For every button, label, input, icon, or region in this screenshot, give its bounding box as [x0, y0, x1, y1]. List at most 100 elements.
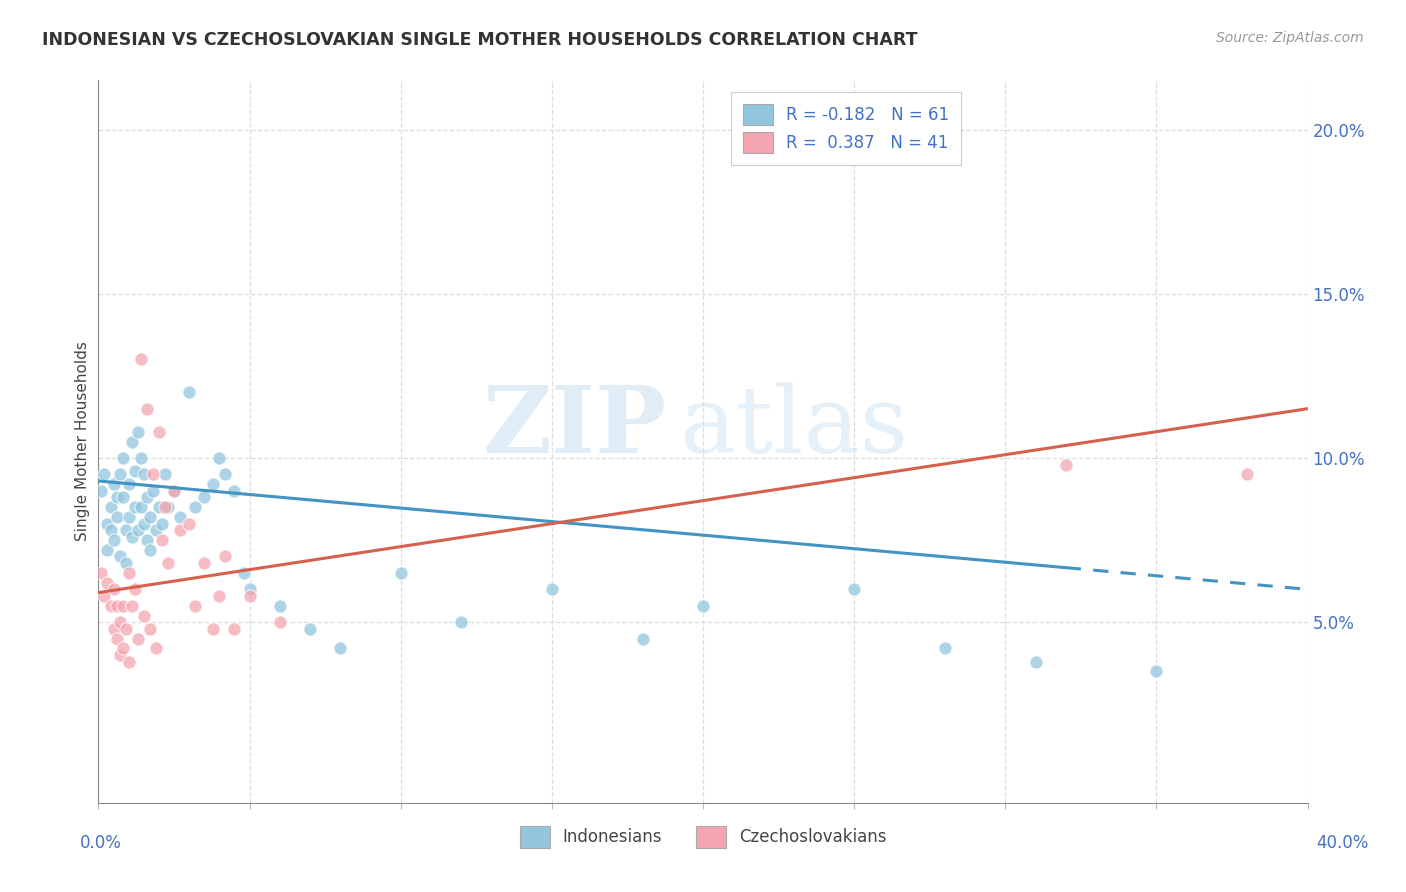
Point: [118, 655, 141, 669]
Text: atlas: atlas: [679, 382, 908, 472]
Text: INDONESIAN VS CZECHOSLOVAKIAN SINGLE MOTHER HOUSEHOLDS CORRELATION CHART: INDONESIAN VS CZECHOSLOVAKIAN SINGLE MOT…: [42, 31, 918, 49]
Point: [193, 556, 215, 570]
Point: [163, 483, 186, 498]
Point: [184, 500, 207, 515]
Point: [108, 467, 131, 482]
Point: [142, 467, 165, 482]
Point: [150, 533, 173, 547]
Point: [121, 530, 143, 544]
Point: [132, 467, 155, 482]
Point: [179, 385, 201, 400]
Point: [135, 491, 157, 505]
Point: [150, 516, 173, 531]
Point: [202, 477, 225, 491]
Point: [105, 599, 128, 613]
Point: [1024, 655, 1046, 669]
Point: [135, 533, 157, 547]
Point: [127, 632, 149, 646]
Point: [156, 556, 179, 570]
Point: [111, 491, 134, 505]
Point: [105, 632, 128, 646]
Point: [105, 491, 128, 505]
Point: [96, 575, 118, 590]
Point: [121, 434, 143, 449]
Point: [239, 589, 262, 603]
Point: [169, 510, 191, 524]
Point: [118, 566, 141, 580]
Point: [100, 599, 122, 613]
Point: [114, 523, 136, 537]
Point: [93, 467, 115, 482]
Point: [184, 599, 207, 613]
Point: [329, 641, 352, 656]
Text: Source: ZipAtlas.com: Source: ZipAtlas.com: [1216, 31, 1364, 45]
Text: 40.0%: 40.0%: [1316, 834, 1369, 852]
Point: [224, 483, 246, 498]
Point: [193, 491, 215, 505]
Point: [100, 523, 122, 537]
Legend: Indonesians, Czechoslovakians: Indonesians, Czechoslovakians: [512, 818, 894, 856]
Point: [90, 483, 112, 498]
Point: [124, 464, 146, 478]
Point: [129, 500, 152, 515]
Point: [269, 615, 291, 630]
Point: [108, 615, 131, 630]
Text: 0.0%: 0.0%: [80, 834, 122, 852]
Point: [214, 549, 236, 564]
Point: [692, 599, 714, 613]
Point: [135, 401, 157, 416]
Point: [114, 622, 136, 636]
Point: [208, 589, 231, 603]
Point: [450, 615, 472, 630]
Point: [169, 523, 191, 537]
Point: [214, 467, 236, 482]
Point: [163, 483, 186, 498]
Point: [118, 510, 141, 524]
Point: [148, 425, 170, 439]
Point: [103, 622, 125, 636]
Point: [142, 483, 165, 498]
Point: [153, 467, 176, 482]
Point: [139, 542, 162, 557]
Point: [127, 523, 149, 537]
Point: [124, 500, 146, 515]
Point: [1144, 665, 1167, 679]
Point: [90, 566, 112, 580]
Point: [224, 622, 246, 636]
Point: [934, 641, 956, 656]
Point: [111, 641, 134, 656]
Point: [103, 477, 125, 491]
Point: [105, 510, 128, 524]
Point: [124, 582, 146, 597]
Point: [148, 500, 170, 515]
Point: [269, 599, 291, 613]
Point: [179, 516, 201, 531]
Point: [111, 599, 134, 613]
Point: [299, 622, 322, 636]
Point: [156, 500, 179, 515]
Point: [96, 516, 118, 531]
Point: [108, 648, 131, 662]
Point: [1236, 467, 1258, 482]
Point: [145, 641, 167, 656]
Point: [129, 450, 152, 465]
Point: [139, 510, 162, 524]
Y-axis label: Single Mother Households: Single Mother Households: [75, 342, 90, 541]
Point: [111, 450, 134, 465]
Point: [132, 516, 155, 531]
Point: [93, 589, 115, 603]
Point: [108, 549, 131, 564]
Point: [232, 566, 254, 580]
Point: [127, 425, 149, 439]
Point: [153, 500, 176, 515]
Point: [1054, 458, 1077, 472]
Point: [100, 500, 122, 515]
Point: [208, 450, 231, 465]
Point: [96, 542, 118, 557]
Point: [202, 622, 225, 636]
Point: [118, 477, 141, 491]
Text: ZIP: ZIP: [482, 382, 666, 472]
Point: [103, 582, 125, 597]
Point: [540, 582, 562, 597]
Point: [114, 556, 136, 570]
